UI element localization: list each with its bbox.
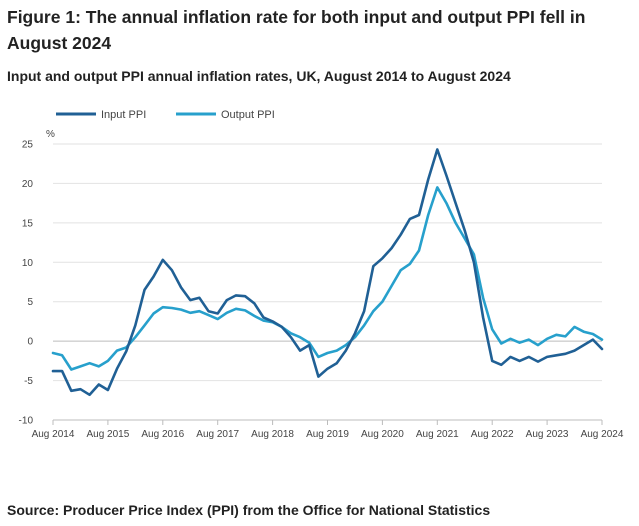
x-tick-label: Aug 2017 <box>196 429 239 440</box>
legend: Input PPI Output PPI <box>56 109 275 121</box>
source-note: Source: Producer Price Index (PPI) from … <box>7 502 491 518</box>
x-tick-label: Aug 2024 <box>581 429 624 440</box>
y-tick-label: 15 <box>22 218 34 229</box>
y-tick-label: 25 <box>22 140 34 151</box>
x-tick-label: Aug 2021 <box>416 429 459 440</box>
series-layer <box>51 148 604 397</box>
y-tick-label: 0 <box>27 337 33 348</box>
y-tick-label: 10 <box>22 258 34 269</box>
y-tick-label: -10 <box>19 416 34 427</box>
x-tick-labels: Aug 2014 Aug 2015 Aug 2016 Aug 2017 Aug 2018… <box>32 429 624 440</box>
y-tick-label: 20 <box>22 179 34 190</box>
series-line-output-ppi <box>51 186 604 371</box>
line-chart: Input PPI Output PPI % -10 -5 0 5 10 15 20 25 Au… <box>19 109 624 440</box>
y-tick-label: 5 <box>27 297 33 308</box>
x-tick-label: Aug 2020 <box>361 429 404 440</box>
x-tick-label: Aug 2022 <box>471 429 514 440</box>
gridlines <box>52 143 603 425</box>
legend-label-output-ppi: Output PPI <box>221 109 275 121</box>
x-tick-label: Aug 2019 <box>306 429 349 440</box>
y-tick-labels: -10 -5 0 5 10 15 20 25 <box>19 140 34 427</box>
y-axis-unit-label: % <box>46 129 55 140</box>
x-tick-label: Aug 2016 <box>141 429 184 440</box>
figure-title: Figure 1: The annual inflation rate for … <box>7 7 586 53</box>
y-tick-label: -5 <box>24 376 33 387</box>
legend-label-input-ppi: Input PPI <box>101 109 146 121</box>
x-tick-label: Aug 2018 <box>251 429 294 440</box>
series-line-input-ppi <box>51 148 604 397</box>
x-tick-label: Aug 2014 <box>32 429 75 440</box>
x-tick-label: Aug 2023 <box>526 429 569 440</box>
x-tick-label: Aug 2015 <box>86 429 129 440</box>
chart-subtitle: Input and output PPI annual inflation ra… <box>7 68 511 84</box>
